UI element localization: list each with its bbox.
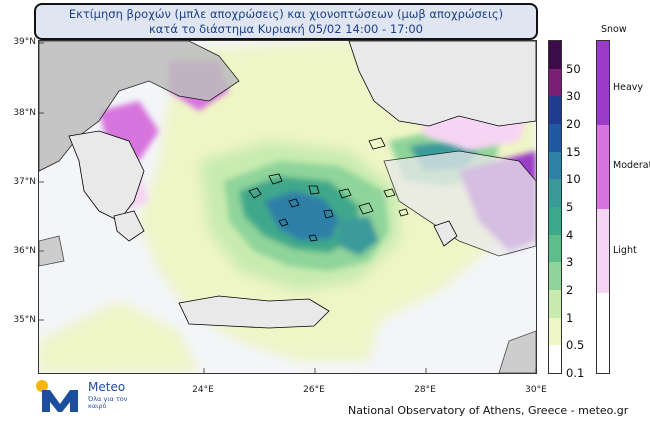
rain-colorbar-segment bbox=[549, 234, 561, 263]
snow-colorbar bbox=[596, 40, 610, 374]
rain-colorbar-segment bbox=[549, 317, 561, 346]
lon-label-30: 30°E bbox=[525, 385, 547, 395]
map-svg bbox=[39, 41, 536, 373]
rain-legend-label: 2 bbox=[566, 283, 574, 297]
snow-label-moderate: Moderate bbox=[613, 160, 650, 171]
rain-legend-label: 30 bbox=[566, 89, 581, 104]
lat-label-37: 37°N bbox=[13, 177, 36, 187]
rain-legend-label: 0.1 bbox=[566, 366, 585, 380]
rain-colorbar-segment bbox=[549, 41, 561, 70]
logo-tagline: Όλα για τον καιρό bbox=[88, 395, 128, 410]
snow-colorbar-segment bbox=[597, 125, 609, 209]
rain-legend-label: 3 bbox=[566, 255, 574, 270]
rain-legend-label: 20 bbox=[566, 117, 581, 131]
rain-legend-label: 50 bbox=[566, 61, 581, 76]
rain-legend-label: 5 bbox=[566, 200, 574, 214]
rain-legend-label: 1 bbox=[566, 310, 574, 325]
lat-label-39: 39°N bbox=[13, 37, 36, 47]
precipitation-map bbox=[38, 40, 537, 374]
title-line-2: κατά το διάστημα Κυριακή 05/02 14:00 - 1… bbox=[149, 22, 423, 36]
rain-colorbar-segment bbox=[549, 345, 561, 374]
title-line-1: Εκτίμηση βροχών (μπλε αποχρώσεις) και χι… bbox=[68, 7, 504, 21]
rain-colorbar-segment bbox=[549, 151, 561, 180]
rain-colorbar-segment bbox=[549, 207, 561, 236]
lat-label-36: 36°N bbox=[13, 246, 36, 256]
lon-label-26: 26°E bbox=[303, 385, 325, 395]
lat-label-35: 35°N bbox=[13, 315, 36, 325]
snow-label-heavy: Heavy bbox=[613, 82, 644, 93]
snow-colorbar-segment bbox=[597, 209, 609, 293]
meteo-logo bbox=[36, 380, 78, 412]
sun-icon bbox=[36, 380, 48, 392]
logo-m-mark bbox=[42, 390, 78, 412]
rain-legend-label: 0.5 bbox=[566, 338, 585, 353]
lat-label-38: 38°N bbox=[13, 108, 36, 118]
logo-name: Meteo bbox=[88, 380, 126, 394]
rain-colorbar-segment bbox=[549, 262, 561, 291]
snow-label-light: Light bbox=[613, 245, 637, 256]
snow-colorbar-segment bbox=[597, 293, 609, 373]
snow-colorbar-segment bbox=[597, 41, 609, 125]
land-masses bbox=[39, 41, 536, 373]
rain-colorbar-segment bbox=[549, 124, 561, 153]
lon-label-28: 28°E bbox=[414, 385, 436, 395]
cyclades-islands bbox=[248, 137, 409, 242]
rain-colorbar bbox=[548, 40, 562, 374]
rain-colorbar-segment bbox=[549, 290, 561, 319]
map-title-box: Εκτίμηση βροχών (μπλε αποχρώσεις) και χι… bbox=[34, 3, 538, 40]
grid-ticks bbox=[39, 42, 536, 373]
rain-legend-label: 4 bbox=[566, 227, 574, 242]
rain-colorbar-segment bbox=[549, 68, 561, 97]
credit-text: National Observatory of Athens, Greece -… bbox=[348, 404, 629, 417]
rain-legend-label: 10 bbox=[566, 172, 581, 187]
rain-legend-label: 15 bbox=[566, 144, 581, 159]
rain-colorbar-segment bbox=[549, 179, 561, 208]
rain-colorbar-segment bbox=[549, 96, 561, 125]
lon-label-24: 24°E bbox=[192, 385, 214, 395]
snow-legend-title: Snow bbox=[601, 24, 627, 35]
